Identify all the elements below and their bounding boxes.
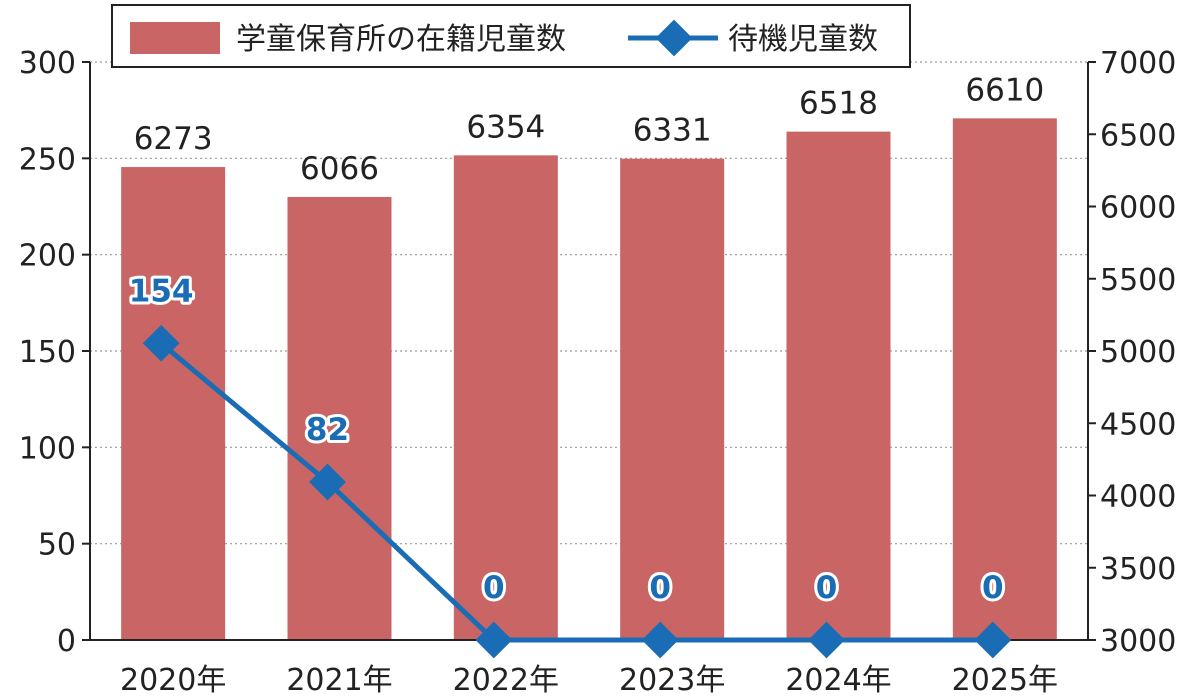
bar-series bbox=[121, 118, 1057, 641]
right-tick-label: 5000 bbox=[1100, 335, 1176, 370]
x-tick-label: 2025年 bbox=[952, 663, 1058, 698]
line-point-marker bbox=[142, 324, 180, 362]
legend-line-marker bbox=[655, 19, 693, 57]
legend-bar-swatch bbox=[130, 22, 220, 54]
bar bbox=[620, 158, 725, 640]
left-tick-label: 50 bbox=[38, 528, 76, 563]
left-tick-label: 100 bbox=[19, 431, 76, 466]
bar-value-label: 6518 bbox=[799, 86, 878, 122]
bar-value-label: 6066 bbox=[300, 151, 379, 187]
legend-line-label: 待機児童数 bbox=[728, 22, 878, 57]
line-point-marker bbox=[475, 621, 513, 659]
line-point-marker bbox=[641, 621, 679, 659]
bar bbox=[287, 196, 392, 640]
line-value-label: 0 bbox=[483, 570, 505, 606]
left-tick-label: 0 bbox=[57, 624, 76, 659]
bar bbox=[121, 167, 226, 640]
x-tick-label: 2024年 bbox=[785, 663, 891, 698]
right-axis-ticks: 3000 3500 4000 4500 5000 5500 6000 6500 7000 bbox=[1088, 46, 1176, 659]
left-tick-label: 250 bbox=[19, 142, 76, 177]
line-series-path bbox=[159, 341, 993, 643]
line-series bbox=[142, 324, 1012, 659]
x-axis-ticks: 2020年 2021年 2022年 2023年 2024年 2025年 bbox=[120, 663, 1058, 698]
line-point-marker bbox=[309, 463, 346, 501]
legend: 学童保育所の在籍児童数 待機児童数 bbox=[111, 4, 911, 68]
data-labels: 6273 6066 6354 6331 6518 6610 154 82 0 0 0 0 bbox=[126, 72, 1044, 609]
bar-value-label: 6610 bbox=[965, 72, 1044, 108]
bar bbox=[952, 118, 1057, 641]
x-tick-label: 2020年 bbox=[120, 663, 226, 698]
axes bbox=[89, 62, 1089, 641]
left-tick-label: 300 bbox=[19, 46, 76, 81]
left-axis-ticks: 0 50 100 150 200 250 300 bbox=[19, 46, 90, 659]
gridlines bbox=[90, 61, 1088, 545]
line-value-label: 0 bbox=[649, 570, 671, 606]
x-tick-label: 2022年 bbox=[453, 663, 559, 698]
right-tick-label: 4500 bbox=[1100, 407, 1176, 442]
bar bbox=[786, 131, 891, 641]
right-tick-label: 7000 bbox=[1100, 46, 1176, 81]
x-tick-label: 2023年 bbox=[619, 663, 725, 698]
left-tick-label: 150 bbox=[19, 335, 76, 370]
right-tick-label: 6500 bbox=[1100, 118, 1176, 153]
line-value-label: 0 bbox=[816, 570, 838, 606]
legend-box bbox=[111, 4, 911, 68]
right-tick-label: 4000 bbox=[1100, 480, 1176, 515]
line-value-label: 82 bbox=[306, 412, 349, 448]
line-value-label: 154 bbox=[129, 273, 194, 309]
x-tick-label: 2021年 bbox=[286, 663, 392, 698]
legend-bar-label: 学童保育所の在籍児童数 bbox=[236, 22, 566, 57]
bar-value-label: 6354 bbox=[466, 109, 545, 145]
right-tick-label: 6000 bbox=[1100, 191, 1176, 226]
right-tick-label: 3000 bbox=[1100, 624, 1176, 659]
line-point-marker bbox=[974, 621, 1012, 659]
left-tick-label: 200 bbox=[19, 239, 76, 274]
line-value-label: 0 bbox=[982, 570, 1004, 606]
bar-value-label: 6273 bbox=[134, 121, 213, 157]
right-tick-label: 5500 bbox=[1100, 263, 1176, 298]
bar bbox=[453, 155, 558, 641]
line-point-marker bbox=[808, 621, 845, 659]
right-tick-label: 3500 bbox=[1100, 552, 1176, 587]
bar-value-label: 6331 bbox=[633, 113, 712, 149]
